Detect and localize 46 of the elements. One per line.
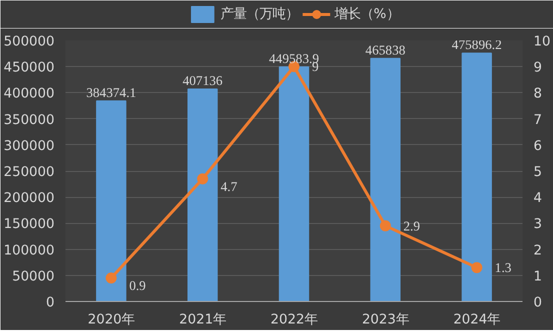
y2-tick-label: 10	[534, 34, 550, 50]
y2-tick-label: 1	[534, 269, 542, 284]
y-tick-label: 450000	[4, 60, 55, 76]
legend-label: 增长（%）	[334, 6, 400, 23]
y2-tick-label: 0	[534, 296, 542, 310]
bar	[462, 52, 492, 302]
y-tick-label: 400000	[4, 86, 55, 102]
bar	[370, 58, 401, 302]
data-label: 475896.2	[452, 37, 502, 52]
point	[380, 220, 391, 232]
y2-tick-label: 9	[534, 60, 542, 76]
data-label: 1.3	[494, 260, 512, 276]
data-label: 384374.1	[86, 84, 136, 100]
y2-tick-label: 4	[534, 191, 542, 206]
data-label: 4.7	[220, 178, 238, 194]
y-tick-label: 350000	[4, 112, 55, 128]
y2-tick-label: 8	[534, 86, 542, 102]
data-label: 465838	[365, 42, 406, 58]
point	[471, 262, 482, 274]
x-tick-label: 2022年	[270, 312, 318, 328]
data-label: 2.9	[403, 218, 420, 234]
bar	[278, 66, 310, 302]
x-tick-label: 2021年	[179, 312, 226, 328]
y-tick-label: 100000	[4, 243, 55, 258]
legend-label: 产量（万吨）	[220, 6, 299, 23]
y-tick-label: 150000	[4, 217, 55, 232]
y-tick-label: 50000	[12, 269, 55, 284]
x-tick-label: 2024年	[453, 312, 500, 328]
y2-tick-label: 6	[534, 138, 542, 154]
y-tick-label: 300000	[4, 138, 55, 154]
y-tick-label: 200000	[4, 191, 55, 206]
bar	[187, 88, 218, 302]
y2-tick-label: 7	[534, 112, 542, 128]
y2-tick-label: 2	[534, 243, 542, 258]
data-label: 0.9	[129, 278, 146, 294]
y2-tick-label: 3	[534, 217, 542, 232]
x-tick-label: 2020年	[88, 312, 135, 328]
point	[106, 272, 117, 284]
y-tick-label: 0	[46, 296, 55, 310]
y2-tick-label: 5	[534, 165, 542, 180]
y-tick-label: 250000	[4, 165, 55, 180]
y-tick-label: 500000	[4, 34, 55, 50]
x-tick-label: 2023年	[362, 312, 409, 328]
point	[197, 173, 208, 184]
data-label: 407136	[182, 72, 223, 88]
bar	[96, 100, 126, 302]
